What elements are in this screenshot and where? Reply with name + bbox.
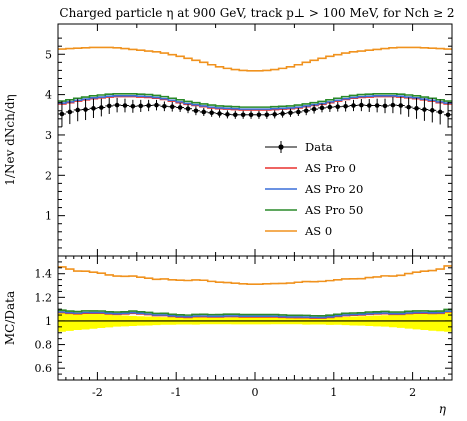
main-y-ticks: 1 2 3 4 5 [45,24,453,257]
y-tick-label: 1 [45,315,52,328]
legend: Data AS Pro 0 AS Pro 20 AS Pro 50 AS 0 [265,140,363,238]
legend-entry: Data [305,140,333,154]
data-point [264,112,270,118]
data-point [343,104,348,109]
data-point [193,108,199,114]
legend-entry: AS 0 [304,224,332,238]
data-point [398,103,404,108]
data-point [351,103,356,108]
data-point [414,106,419,111]
y-tick-label: 1.2 [35,291,53,304]
data-point [335,104,341,110]
data-point [422,107,427,112]
data-point [359,102,364,108]
data-point [138,103,144,109]
legend-entry: AS Pro 20 [304,182,363,196]
x-tick-label: 2 [409,386,416,399]
y-tick-label: 1 [45,210,52,223]
main-plot-content [58,46,452,128]
main-plot: 1 2 3 4 5 1/Nev dNch/dη Data AS Pro 0 AS Pro 2… [3,23,453,257]
y-tick-label: 0.8 [35,339,53,352]
data-point [67,109,73,115]
data-point [185,106,191,112]
data-point [311,106,317,112]
ratio-line-as-0 [58,265,452,285]
x-tick-label: -2 [92,386,103,399]
data-point [162,104,167,109]
data-point [177,105,183,110]
main-y-axis-label: 1/Nev dNch/dη [3,94,17,185]
data-point [296,109,301,115]
data-point [83,107,88,112]
data-point [327,104,333,110]
data-point [366,103,372,108]
data-point [130,104,136,109]
data-point [217,111,222,116]
ratio-plot-content [58,265,452,332]
data-point [437,109,443,115]
data-point [272,112,278,117]
data-point [201,109,207,115]
data-point [374,103,380,108]
data-point [445,112,451,118]
data-point [75,107,80,113]
data-point [248,112,254,118]
data-point [225,112,230,117]
data-point [106,103,112,109]
x-tick-label: 1 [330,386,337,399]
x-tick-label: 0 [252,386,259,399]
legend-entry: AS Pro 0 [304,161,356,175]
data-point [280,111,285,116]
data-point [303,108,309,114]
data-point [154,102,159,108]
data-point [169,104,175,110]
series-line-as-pro-0 [58,95,452,111]
data-point [114,102,120,108]
y-tick-label: 4 [45,89,52,102]
legend-swatch-marker [278,144,284,150]
data-point [99,105,104,110]
data-point [240,112,246,118]
series-line-as-0 [58,46,452,72]
y-tick-label: 0.6 [35,362,53,375]
x-ticks: -2 -1 0 1 2 [57,256,453,399]
ratio-line-as-pro-20 [58,310,452,319]
data-point [390,102,396,108]
chart-title: Charged particle η at 900 GeV, track p⊥ … [59,6,454,20]
data-point [59,111,65,117]
ratio-plot: 0.6 0.8 1 1.2 1.4 -2 -1 0 1 2 MC/Data η [3,255,453,416]
y-tick-label: 1.4 [35,268,53,281]
y-tick-label: 2 [45,169,52,182]
y-tick-label: 3 [45,129,52,142]
legend-entry: AS Pro 50 [304,203,363,217]
x-tick-label: -1 [171,386,182,399]
y-tick-label: 5 [45,48,52,61]
data-point [256,112,262,118]
main-plot-frame [57,23,453,257]
series-line-as-pro-50 [58,93,452,108]
data-point [288,110,293,116]
data-point [233,112,238,118]
ratio-line-as-pro-50 [58,308,452,317]
data-point [319,105,325,111]
data-point [91,106,96,111]
data-point [382,103,388,109]
ratio-y-axis-label: MC/Data [3,291,17,345]
ratio-y-ticks: 0.6 0.8 1 1.2 1.4 [35,255,452,381]
x-axis-label: η [439,402,447,416]
data-point [209,110,214,116]
data-point [406,104,411,110]
data-point [430,108,435,113]
series-line-as-pro-20 [58,95,452,110]
data-point [146,103,151,108]
data-point [122,103,128,108]
